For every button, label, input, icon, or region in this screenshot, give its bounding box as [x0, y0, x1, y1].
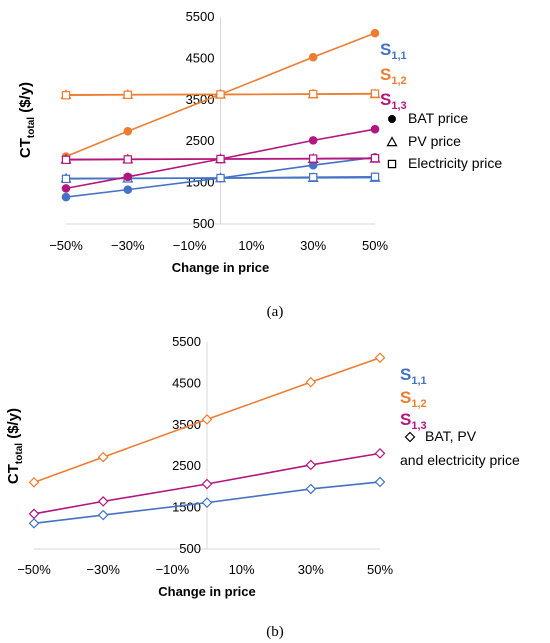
data-point: [123, 172, 133, 182]
data-point: [61, 184, 71, 193]
legend-label: BAT price: [408, 110, 468, 126]
data-point: [201, 478, 213, 490]
data-point: [309, 154, 318, 163]
series-2: [61, 172, 380, 184]
data-point: [97, 496, 109, 507]
y-tick-label: 3500: [186, 92, 215, 107]
series-label: S1,2: [380, 65, 407, 87]
y-axis-title: CTtotal ($/y): [17, 82, 37, 158]
data-point: [309, 173, 318, 182]
data-point: [370, 153, 380, 163]
data-point: [216, 154, 225, 164]
data-point: [97, 451, 109, 463]
x-tick-label: −30%: [86, 562, 120, 577]
legend-label: BAT, PV: [425, 428, 477, 444]
x-axis-title: Change in price: [158, 584, 256, 599]
chart-panel-1: 500 1500 2500 3500 4500 5500 −50% −30% −10% 10% 30…: [5, 334, 520, 640]
series-8: [61, 153, 380, 165]
x-tick-label: −10%: [156, 562, 190, 577]
y-tick-label: 4500: [172, 375, 201, 390]
data-point: [374, 448, 386, 459]
data-point: [61, 155, 71, 165]
x-tick-label: −50%: [49, 238, 83, 253]
x-tick-label: −30%: [111, 238, 145, 253]
y-axis-title: CTtotal ($/y): [5, 408, 25, 484]
data-point: [308, 136, 318, 145]
data-point: [305, 483, 317, 495]
x-tick-label: 50%: [362, 238, 388, 253]
data-point: [305, 459, 317, 471]
data-point: [28, 508, 40, 520]
legend-label: PV price: [408, 133, 461, 149]
y-tick-label: 500: [179, 541, 201, 556]
y-tick-label: 2500: [186, 133, 215, 148]
data-point: [97, 509, 109, 521]
data-point: [370, 89, 380, 98]
x-axis-title: Change in price: [172, 260, 270, 275]
data-point: [308, 52, 318, 62]
panel-label: (a): [267, 304, 284, 320]
y-tick-label: 2500: [172, 458, 201, 473]
x-tick-label: 50%: [367, 562, 393, 577]
data-point: [370, 172, 380, 182]
series-label: S1,1: [380, 40, 407, 62]
x-tick-label: 30%: [298, 562, 324, 577]
data-point: [374, 476, 386, 488]
data-point: [370, 124, 380, 134]
data-point: [305, 376, 317, 388]
y-tick-label: 4500: [186, 50, 215, 65]
series-label: S1,3: [380, 90, 407, 112]
legend-marker: [404, 431, 416, 443]
data-point: [123, 90, 132, 100]
legend-label: Electricity price: [408, 155, 502, 171]
series-0: [28, 476, 386, 529]
legend-label: and electricity price: [400, 452, 520, 468]
data-point: [61, 91, 71, 100]
data-point: [370, 28, 380, 38]
x-tick-label: −10%: [173, 238, 207, 253]
data-point: [216, 173, 225, 183]
data-point: [201, 414, 213, 425]
x-tick-label: 30%: [300, 238, 326, 253]
data-point: [201, 497, 213, 508]
data-point: [61, 192, 71, 202]
series-label: S1,2: [400, 388, 427, 410]
series-1: [28, 352, 386, 488]
data-point: [61, 174, 71, 184]
legend-marker: [388, 115, 396, 123]
data-point: [123, 155, 132, 164]
data-point: [123, 185, 133, 194]
data-point: [28, 517, 40, 529]
y-tick-label: 500: [193, 216, 215, 231]
legend-marker: [386, 136, 398, 147]
series-label: S1,3: [400, 410, 427, 432]
y-tick-label: 5500: [186, 9, 215, 24]
y-tick-label: 1500: [172, 500, 201, 515]
data-point: [28, 476, 40, 488]
x-tick-label: 10%: [229, 562, 255, 577]
data-point: [123, 126, 133, 136]
y-tick-label: 3500: [172, 417, 201, 432]
series-2: [28, 448, 386, 520]
y-tick-label: 5500: [172, 334, 201, 349]
panel-label: (b): [266, 624, 284, 640]
legend-marker: [387, 159, 397, 169]
series-5: [61, 89, 380, 100]
data-point: [216, 90, 225, 99]
data-point: [309, 89, 318, 99]
series-label: S1,1: [400, 365, 427, 387]
data-point: [374, 352, 386, 364]
x-tick-label: −50%: [17, 562, 51, 577]
x-tick-label: 10%: [238, 238, 264, 253]
